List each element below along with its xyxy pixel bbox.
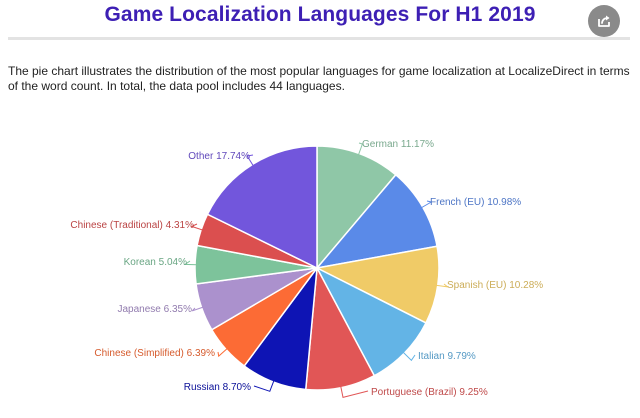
slice-label: Russian 8.70% [184,382,251,393]
page-title: Game Localization Languages For H1 2019 [104,3,536,26]
slice-label: Italian 9.79% [418,351,476,362]
title-divider [8,37,630,40]
leader-line [420,200,433,209]
leader-line [183,260,198,266]
slice-label: Other 17.74% [188,151,250,162]
leader-line [253,379,275,392]
share-button[interactable] [588,5,620,37]
leader-line [357,142,364,156]
slice-label: Spanish (EU) 10.28% [447,280,543,291]
slice-label: Portuguese (Brazil) 9.25% [371,387,488,398]
slice-label: Chinese (Simplified) 6.39% [94,348,215,359]
leader-line [191,306,204,312]
leader-line [435,283,450,288]
slice-label: German 11.17% [362,139,434,150]
chart-description: The pie chart illustrates the distributi… [8,64,630,93]
leader-line [190,223,204,231]
leader-line [402,351,416,362]
leader-line [340,385,369,399]
leader-line [217,347,229,358]
share-icon [598,15,610,27]
slice-label: Japanese 6.35% [117,304,192,315]
slice-label: Korean 5.04% [124,257,187,268]
slice-label: Chinese (Traditional) 4.31% [70,220,194,231]
slice-label: French (EU) 10.98% [430,197,521,208]
leader-line [246,154,254,167]
